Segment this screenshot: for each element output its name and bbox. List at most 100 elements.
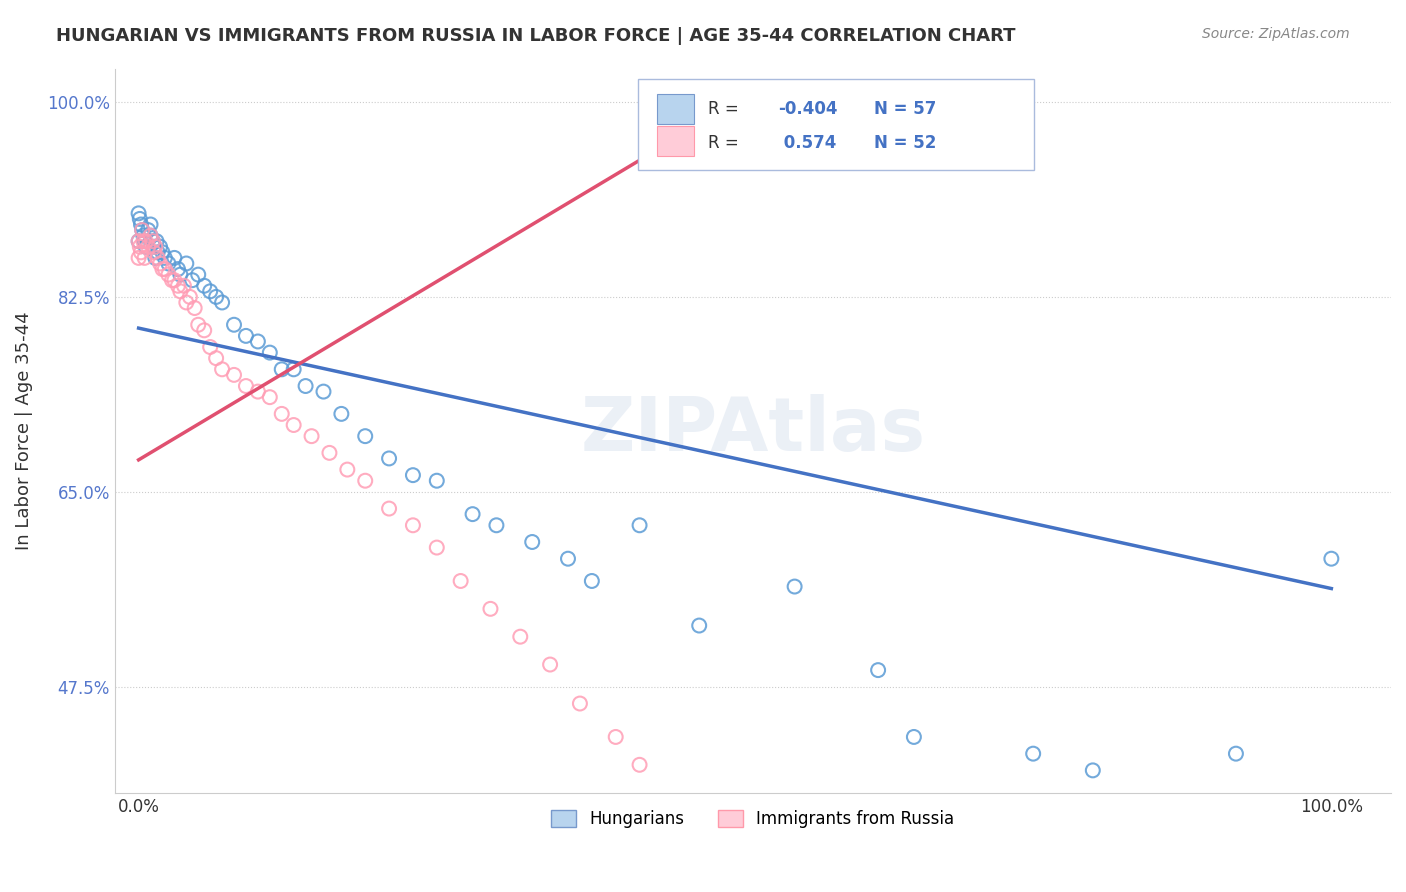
Point (129, 218, 152, 232)
Point (211, 295, 233, 310)
Point (143, 240, 166, 254)
Point (485, 518, 508, 533)
Point (129, 245, 152, 260)
FancyBboxPatch shape (657, 126, 695, 156)
Point (903, 730, 925, 744)
Text: N = 52: N = 52 (875, 134, 936, 153)
Point (259, 390, 281, 404)
Point (135, 240, 157, 254)
Text: R =: R = (709, 134, 744, 153)
Point (146, 245, 169, 260)
Point (426, 541, 449, 555)
Point (128, 234, 150, 248)
Point (1081, 764, 1104, 778)
Point (246, 334, 269, 349)
Point (222, 368, 245, 382)
Point (205, 290, 228, 304)
Point (283, 362, 305, 376)
Text: 0.574: 0.574 (779, 134, 837, 153)
Point (198, 285, 221, 299)
Point (450, 574, 472, 588)
Point (136, 223, 159, 237)
Point (143, 240, 166, 254)
Point (153, 262, 176, 277)
Point (294, 379, 316, 393)
Point (152, 262, 174, 277)
Text: N = 57: N = 57 (875, 100, 936, 118)
Point (183, 301, 205, 315)
Point (160, 273, 183, 287)
Point (402, 468, 425, 483)
Point (153, 251, 176, 265)
Point (131, 223, 153, 237)
Point (187, 268, 209, 282)
Point (167, 262, 190, 277)
Point (628, 757, 651, 772)
Point (135, 234, 157, 248)
Point (283, 417, 305, 432)
Point (169, 285, 191, 299)
Point (246, 384, 269, 399)
FancyBboxPatch shape (657, 94, 695, 124)
Point (139, 228, 162, 243)
Point (235, 379, 257, 393)
Point (402, 518, 425, 533)
Point (143, 245, 166, 260)
Point (142, 234, 165, 248)
Point (134, 251, 156, 265)
Point (354, 429, 377, 443)
Text: ZIPAtlas: ZIPAtlas (581, 394, 925, 467)
Point (146, 251, 169, 265)
Point (664, 797, 686, 811)
Point (581, 574, 603, 588)
Point (461, 507, 484, 521)
Point (173, 278, 195, 293)
Point (128, 211, 150, 226)
Point (132, 234, 155, 248)
Point (149, 240, 172, 254)
Point (193, 278, 215, 293)
Point (163, 251, 186, 265)
Point (163, 273, 186, 287)
Point (479, 602, 502, 616)
Point (181, 273, 204, 287)
Point (509, 630, 531, 644)
Point (270, 362, 292, 376)
Text: -0.404: -0.404 (779, 100, 838, 118)
Point (139, 218, 162, 232)
Point (149, 256, 172, 270)
Point (176, 256, 198, 270)
Point (169, 268, 191, 282)
Point (330, 407, 353, 421)
Text: Source: ZipAtlas.com: Source: ZipAtlas.com (1202, 27, 1350, 41)
Point (179, 290, 201, 304)
Point (318, 446, 340, 460)
Text: HUNGARIAN VS IMMIGRANTS FROM RUSSIA IN LABOR FORCE | AGE 35-44 CORRELATION CHART: HUNGARIAN VS IMMIGRANTS FROM RUSSIA IN L… (56, 27, 1015, 45)
Point (211, 362, 233, 376)
Point (128, 234, 150, 248)
Point (132, 228, 155, 243)
Point (145, 234, 167, 248)
Point (128, 240, 150, 254)
Point (128, 251, 150, 265)
Point (235, 329, 257, 343)
Point (157, 256, 180, 270)
Point (205, 351, 228, 366)
Point (270, 407, 292, 421)
Point (1225, 747, 1247, 761)
Point (131, 223, 153, 237)
Point (222, 318, 245, 332)
Y-axis label: In Labor Force | Age 35-44: In Labor Force | Age 35-44 (15, 311, 32, 549)
Point (522, 535, 544, 549)
Point (157, 268, 180, 282)
Point (128, 206, 150, 220)
Point (1022, 747, 1045, 761)
FancyBboxPatch shape (638, 79, 1033, 169)
Point (538, 657, 561, 672)
Point (134, 234, 156, 248)
Point (568, 697, 591, 711)
Legend: Hungarians, Immigrants from Russia: Hungarians, Immigrants from Russia (544, 804, 962, 835)
Point (354, 474, 377, 488)
Point (605, 730, 627, 744)
Point (259, 345, 281, 359)
